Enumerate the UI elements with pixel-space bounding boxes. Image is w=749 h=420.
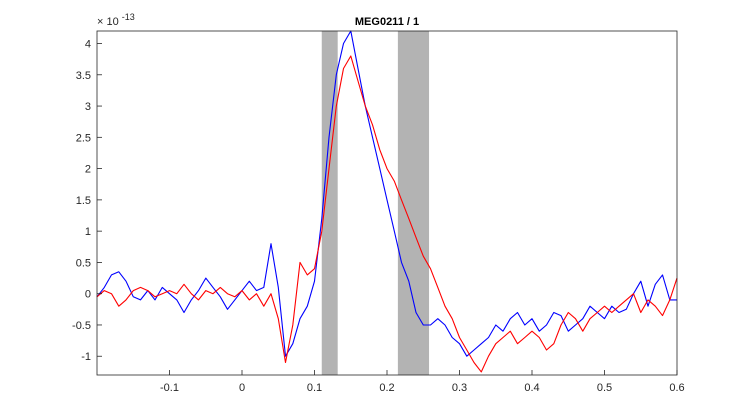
y-tick-label: -1 xyxy=(81,351,91,363)
y-tick-label: 3.5 xyxy=(76,70,91,82)
x-tick-label: 0 xyxy=(239,382,245,394)
y-tick-label: 2 xyxy=(85,164,91,176)
x-tick-label: 0.4 xyxy=(524,382,539,394)
chart-title: MEG0211 / 1 xyxy=(355,16,419,28)
y-tick-label: 2.5 xyxy=(76,132,91,144)
series-line-2 xyxy=(96,55,678,373)
x-tick-label: 0.5 xyxy=(597,382,612,394)
y-tick-label: 0 xyxy=(85,289,91,301)
y-tick-label: -0.5 xyxy=(72,320,91,332)
x-tick-label: -0.1 xyxy=(160,382,179,394)
y-tick-label: 3 xyxy=(85,101,91,113)
highlight-bands xyxy=(321,31,430,375)
highlight-band-1 xyxy=(321,31,338,375)
series-lines xyxy=(96,30,678,373)
y-tick-label: 1 xyxy=(85,226,91,238)
y-exponent-base: × 10 xyxy=(97,16,119,28)
y-axis: -1 -0.5 0 0.5 1 1.5 2 2.5 3 3.5 4 xyxy=(72,39,102,363)
axes-box xyxy=(96,30,678,376)
y-tick-label: 1.5 xyxy=(76,195,91,207)
x-tick-label: 0.1 xyxy=(307,382,322,394)
x-axis: -0.1 0 0.1 0.2 0.3 0.4 0.5 0.6 xyxy=(160,370,685,394)
y-exponent-label: × 10 -13 xyxy=(97,12,135,28)
y-tick-label: 4 xyxy=(85,39,91,51)
series-line-1 xyxy=(96,30,677,357)
y-exponent-power: -13 xyxy=(122,12,135,22)
x-tick-label: 0.2 xyxy=(379,382,394,394)
y-tick-label: 0.5 xyxy=(76,257,91,269)
x-tick-label: 0.6 xyxy=(669,382,684,394)
x-tick-label: 0.3 xyxy=(452,382,467,394)
